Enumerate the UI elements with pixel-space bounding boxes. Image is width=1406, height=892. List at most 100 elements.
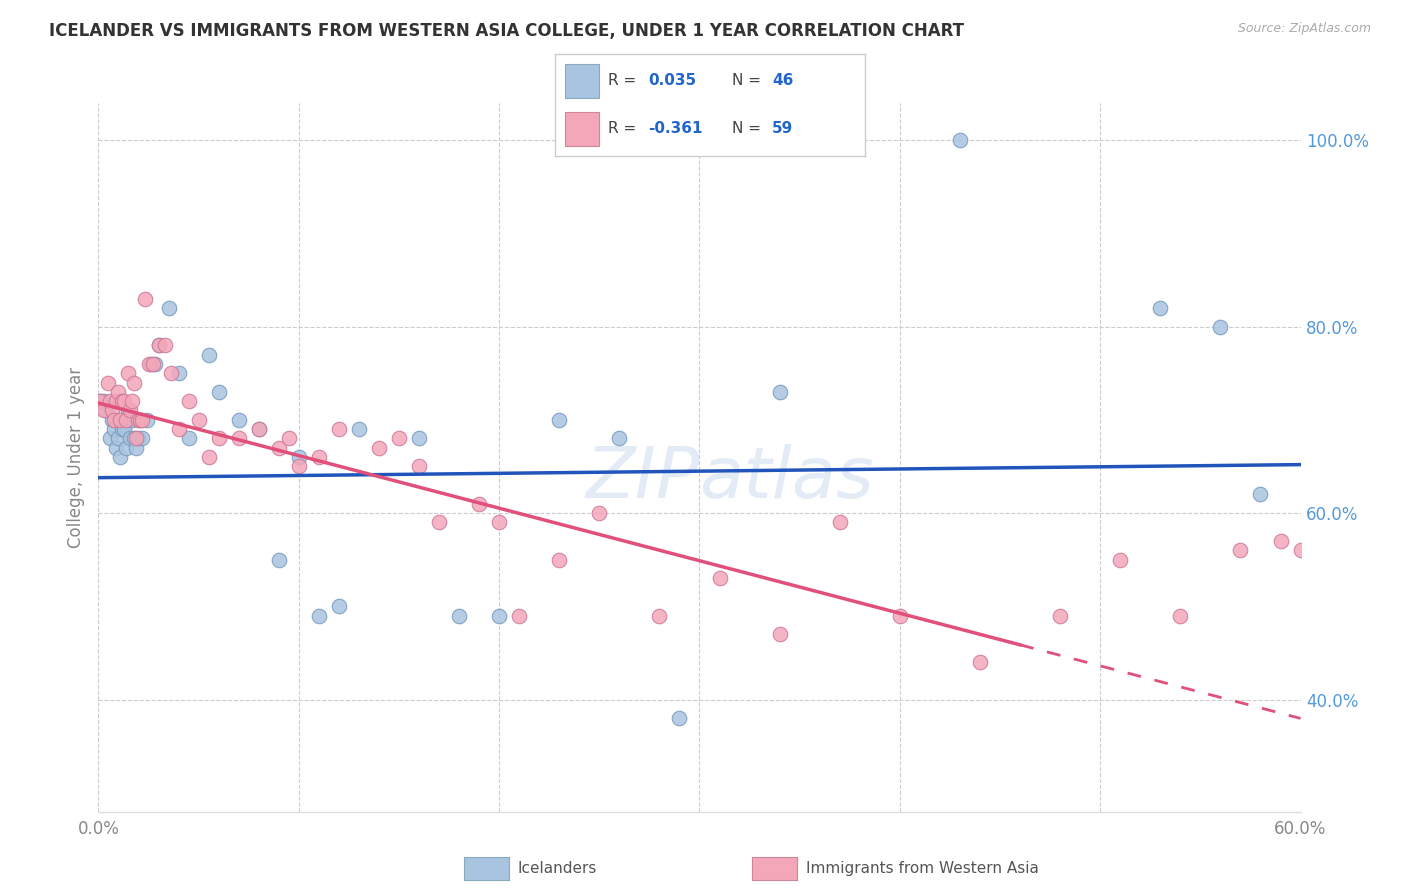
Point [159,366,181,380]
Text: Immigrants from Western Asia: Immigrants from Western Asia [806,862,1039,876]
Text: Source: ZipAtlas.com: Source: ZipAtlas.com [1237,22,1371,36]
Text: ICELANDER VS IMMIGRANTS FROM WESTERN ASIA COLLEGE, UNDER 1 YEAR CORRELATION CHAR: ICELANDER VS IMMIGRANTS FROM WESTERN ASI… [49,22,965,40]
Point [107,432,129,446]
Point [197,450,219,464]
Text: R =: R = [607,73,641,88]
Point [828,516,851,530]
Point [134,292,156,306]
Point [157,301,180,315]
Point [117,403,139,417]
Point [100,394,122,409]
Point [969,656,991,670]
Point [208,432,231,446]
Point [114,394,136,409]
Point [153,338,176,352]
Text: atlas: atlas [700,444,875,513]
Point [1270,534,1292,549]
Y-axis label: College, Under 1 year: College, Under 1 year [66,367,84,548]
Point [103,422,125,436]
Point [143,357,166,371]
Point [548,553,571,567]
Point [114,422,136,436]
Point [1049,608,1071,623]
Point [468,497,491,511]
Point [111,394,134,409]
Point [328,599,350,614]
Point [187,413,209,427]
Point [609,432,631,446]
Point [128,413,150,427]
Point [96,403,118,417]
Point [111,422,134,436]
Point [121,394,143,409]
Point [709,571,731,585]
Point [101,403,124,417]
Point [135,413,157,427]
Point [120,403,142,417]
Point [167,422,190,436]
Point [148,338,170,352]
Point [1170,608,1192,623]
Point [117,366,139,380]
Point [408,459,430,474]
Point [141,357,163,371]
Point [110,413,132,427]
Point [105,441,128,455]
Point [548,413,571,427]
Point [769,627,792,641]
Point [1229,543,1251,558]
Text: Icelanders: Icelanders [517,862,596,876]
Point [197,347,219,361]
Point [120,432,142,446]
Point [177,394,200,409]
Point [124,376,146,390]
Point [277,432,299,446]
Point [124,432,146,446]
Point [668,711,690,725]
Point [648,608,671,623]
Point [1149,301,1171,315]
Point [308,608,330,623]
Point [388,432,411,446]
Point [588,506,610,520]
Point [328,422,350,436]
Point [121,413,143,427]
Point [308,450,330,464]
Point [368,441,391,455]
Point [101,413,124,427]
Point [488,608,510,623]
Point [167,366,190,380]
Point [247,422,270,436]
Point [138,357,160,371]
Point [267,441,290,455]
Point [107,384,129,399]
Point [228,432,250,446]
Point [1250,487,1272,501]
Point [347,422,370,436]
Point [129,413,152,427]
Point [208,384,231,399]
Point [247,422,270,436]
Text: N =: N = [731,121,765,136]
Point [889,608,911,623]
Point [288,450,311,464]
Point [1109,553,1132,567]
Point [93,403,115,417]
Point [427,516,450,530]
Text: 0.035: 0.035 [648,73,696,88]
Point [769,384,792,399]
Text: 59: 59 [772,121,793,136]
Text: R =: R = [607,121,641,136]
Point [139,357,162,371]
Point [148,338,170,352]
Point [949,133,972,147]
Point [100,432,122,446]
Point [177,432,200,446]
Point [115,441,138,455]
Text: ZIP: ZIP [585,444,700,513]
Text: -0.361: -0.361 [648,121,703,136]
Point [488,516,510,530]
Point [105,394,128,409]
FancyBboxPatch shape [565,64,599,97]
Point [1289,543,1312,558]
